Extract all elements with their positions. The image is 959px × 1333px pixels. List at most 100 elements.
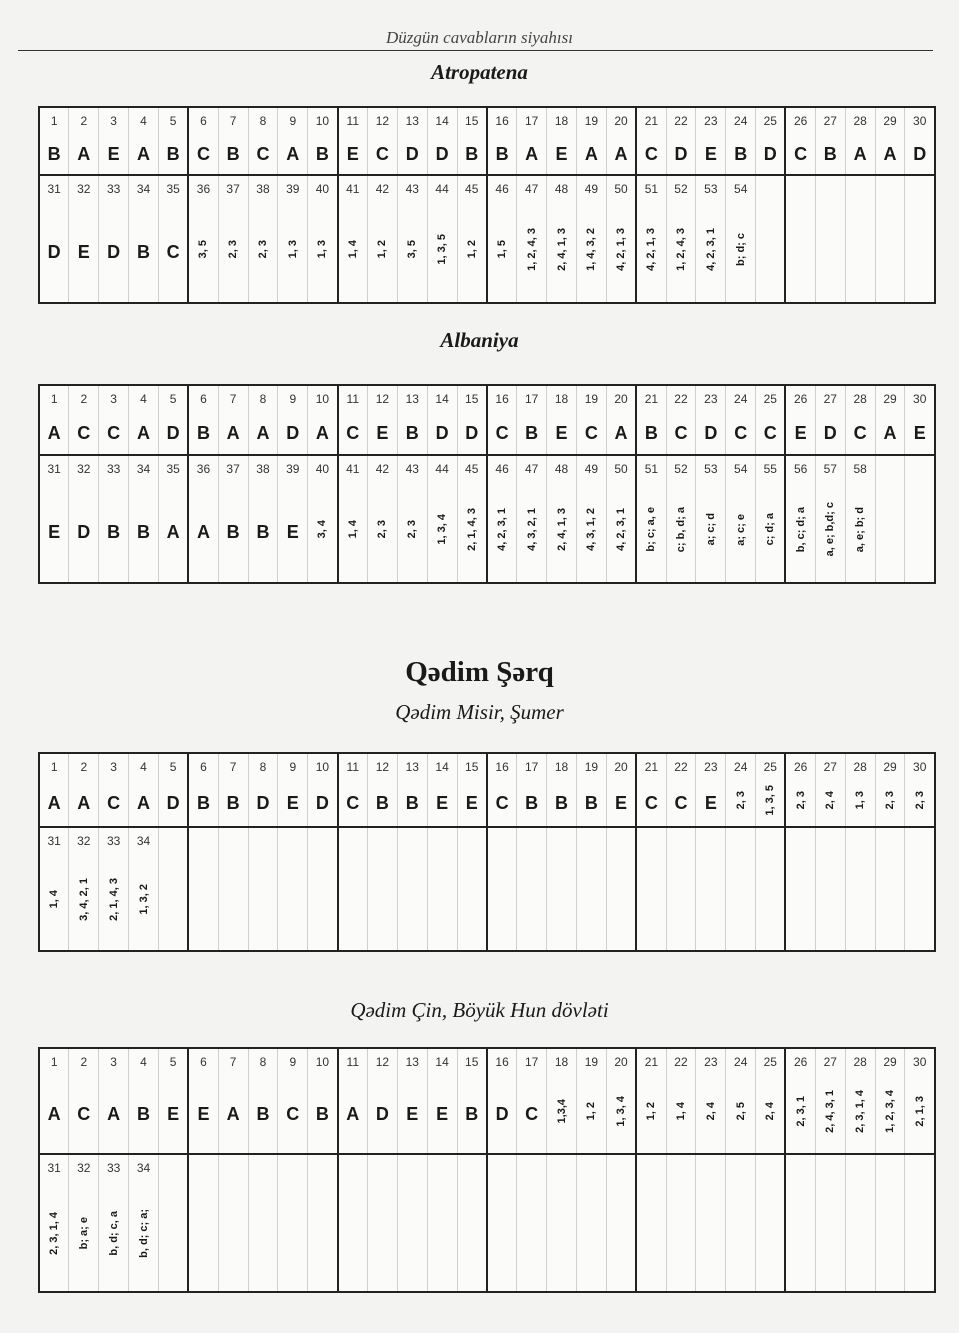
empty-cell xyxy=(635,826,667,854)
question-number: 9 xyxy=(277,1048,308,1075)
answer-cell: 4, 3, 1, 2 xyxy=(575,482,607,583)
question-number: 4 xyxy=(128,385,159,412)
empty-cell xyxy=(904,174,935,202)
answer-cell: 4, 2, 3, 1 xyxy=(485,482,517,583)
question-number: 31 xyxy=(38,454,69,482)
answer-cell: D xyxy=(904,134,935,175)
rotated-answer-text: 3, 5 xyxy=(197,240,210,259)
question-number: 7 xyxy=(217,1048,249,1075)
question-number: 31 xyxy=(38,1153,69,1181)
answer-cell: D xyxy=(38,202,69,303)
question-number: 6 xyxy=(187,107,219,134)
rotated-answer-text: 3, 5 xyxy=(406,240,419,259)
answer-cell: b, d; c, a xyxy=(98,1181,129,1292)
answer-cell: B xyxy=(516,780,547,827)
question-number: 37 xyxy=(217,174,249,202)
question-number: 8 xyxy=(247,753,278,780)
question-number: 24 xyxy=(725,753,756,780)
question-number: 18 xyxy=(546,753,577,780)
answer-cell: C xyxy=(68,412,99,455)
empty-cell xyxy=(277,1181,308,1292)
rotated-answer-text: 1, 4 xyxy=(346,520,359,539)
question-number: 47 xyxy=(516,454,547,482)
rotated-answer-text: b; c; a, e xyxy=(645,507,658,552)
answer-cell: A xyxy=(844,134,876,175)
question-number: 53 xyxy=(695,454,726,482)
question-number: 19 xyxy=(575,107,607,134)
question-number: 2 xyxy=(68,385,99,412)
answer-cell: D xyxy=(665,134,696,175)
answer-cell: 3, 4, 2, 1 xyxy=(68,854,99,951)
answer-cell: C xyxy=(187,134,219,175)
empty-cell xyxy=(844,202,876,303)
question-number: 8 xyxy=(247,1048,278,1075)
question-number: 31 xyxy=(38,826,69,854)
answer-cell: B xyxy=(157,134,189,175)
answer-cell: 1, 3 xyxy=(277,202,308,303)
question-number: 49 xyxy=(575,454,607,482)
empty-cell xyxy=(904,1181,935,1292)
answer-cell: D xyxy=(485,1075,517,1154)
answer-cell: 2, 3, 1, 4 xyxy=(844,1075,876,1154)
question-number: 11 xyxy=(336,385,368,412)
rotated-answer-text: 1, 3, 4 xyxy=(436,514,449,545)
empty-cell xyxy=(904,454,935,482)
question-number: 2 xyxy=(68,107,99,134)
empty-cell xyxy=(725,1153,756,1181)
empty-cell xyxy=(904,1153,935,1181)
question-number: 1 xyxy=(38,753,69,780)
question-number: 42 xyxy=(366,174,398,202)
question-number: 17 xyxy=(516,753,547,780)
rotated-answer-text: 1, 4 xyxy=(674,1102,687,1121)
answer-cell: 3, 5 xyxy=(396,202,428,303)
empty-cell xyxy=(336,826,368,854)
question-number: 23 xyxy=(695,385,726,412)
answer-cell: B xyxy=(456,134,487,175)
question-number: 26 xyxy=(784,753,816,780)
empty-cell xyxy=(336,1181,368,1292)
empty-cell xyxy=(755,854,786,951)
question-number: 16 xyxy=(485,385,517,412)
question-number: 18 xyxy=(546,107,577,134)
answer-cell: B xyxy=(217,134,249,175)
empty-cell xyxy=(665,1153,696,1181)
question-number: 4 xyxy=(128,753,159,780)
answer-cell: B xyxy=(456,1075,487,1154)
empty-cell xyxy=(247,1181,278,1292)
rotated-answer-text: c; b, d; a xyxy=(674,506,687,553)
answer-cell: C xyxy=(366,134,398,175)
empty-cell xyxy=(784,854,816,951)
question-number: 32 xyxy=(68,1153,99,1181)
rotated-answer-text: 2, 4 xyxy=(824,791,837,810)
answer-cell: B xyxy=(128,482,159,583)
question-number: 6 xyxy=(187,753,219,780)
question-number: 35 xyxy=(157,454,189,482)
question-number: 33 xyxy=(98,1153,129,1181)
question-number: 46 xyxy=(485,454,517,482)
question-number: 25 xyxy=(755,107,786,134)
question-number: 19 xyxy=(575,385,607,412)
empty-cell xyxy=(546,1181,577,1292)
empty-cell xyxy=(904,854,935,951)
question-number: 16 xyxy=(485,107,517,134)
empty-cell xyxy=(217,854,249,951)
question-number: 26 xyxy=(784,385,816,412)
question-number: 4 xyxy=(128,1048,159,1075)
rotated-answer-text: a; c; e xyxy=(734,513,747,546)
question-number: 5 xyxy=(157,1048,189,1075)
rotated-answer-text: a; c; d xyxy=(704,513,717,546)
empty-cell xyxy=(755,826,786,854)
question-number: 13 xyxy=(396,385,428,412)
answer-cell: 2, 1, 4, 3 xyxy=(98,854,129,951)
answer-cell: C xyxy=(575,412,607,455)
answer-cell: 4, 2, 3, 1 xyxy=(695,202,726,303)
empty-cell xyxy=(396,1181,428,1292)
empty-cell xyxy=(874,482,905,583)
answer-cell: A xyxy=(605,412,637,455)
answer-cell: 1, 3, 5 xyxy=(426,202,458,303)
answer-cell: 2, 3 xyxy=(217,202,249,303)
question-number: 19 xyxy=(575,753,607,780)
answer-cell: D xyxy=(307,780,338,827)
rotated-answer-text: 2, 3 xyxy=(376,520,389,539)
rotated-answer-text: b, c; d; a xyxy=(794,506,807,553)
